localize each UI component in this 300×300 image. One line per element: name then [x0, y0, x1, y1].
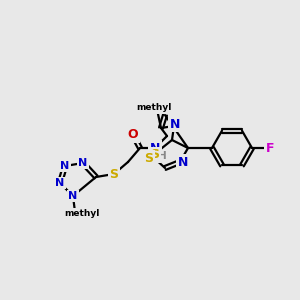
- Text: N: N: [78, 158, 88, 168]
- Text: N: N: [170, 118, 180, 130]
- Text: F: F: [266, 142, 274, 154]
- Text: O: O: [128, 128, 138, 142]
- Text: methyl: methyl: [136, 103, 172, 112]
- Text: N: N: [150, 142, 160, 154]
- Text: methyl: methyl: [64, 209, 100, 218]
- Text: H: H: [158, 151, 166, 161]
- Text: N: N: [56, 178, 64, 188]
- Text: N: N: [60, 161, 70, 171]
- Text: N: N: [68, 191, 78, 201]
- Text: S: S: [151, 148, 160, 161]
- Text: S: S: [110, 167, 118, 181]
- Text: N: N: [178, 155, 188, 169]
- Text: S: S: [145, 152, 154, 164]
